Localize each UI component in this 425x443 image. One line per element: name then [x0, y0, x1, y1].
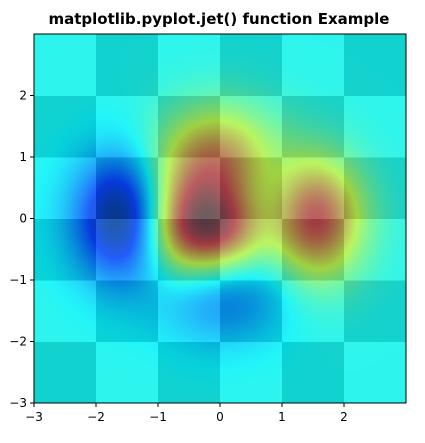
- x-tick-label: 2: [340, 410, 348, 424]
- y-tick-label: −3: [9, 396, 27, 410]
- x-axis: −3 −2 −1 0 1 2: [25, 403, 348, 424]
- y-axis: −3 −2 −1 0 1 2: [9, 89, 34, 410]
- chart-title: matplotlib.pyplot.jet() function Example: [48, 10, 389, 28]
- x-tick-label: −2: [87, 410, 105, 424]
- y-tick-label: −2: [9, 335, 27, 349]
- plot-area: [33, 33, 407, 404]
- x-tick-label: 0: [216, 410, 224, 424]
- y-tick-label: −1: [9, 273, 27, 287]
- x-tick-label: −3: [25, 410, 43, 424]
- x-tick-label: 1: [278, 410, 286, 424]
- x-tick-label: −1: [149, 410, 167, 424]
- y-tick-label: 1: [19, 150, 27, 164]
- surface-image: [34, 34, 406, 403]
- y-tick-label: 2: [19, 89, 27, 103]
- y-tick-label: 0: [19, 212, 27, 226]
